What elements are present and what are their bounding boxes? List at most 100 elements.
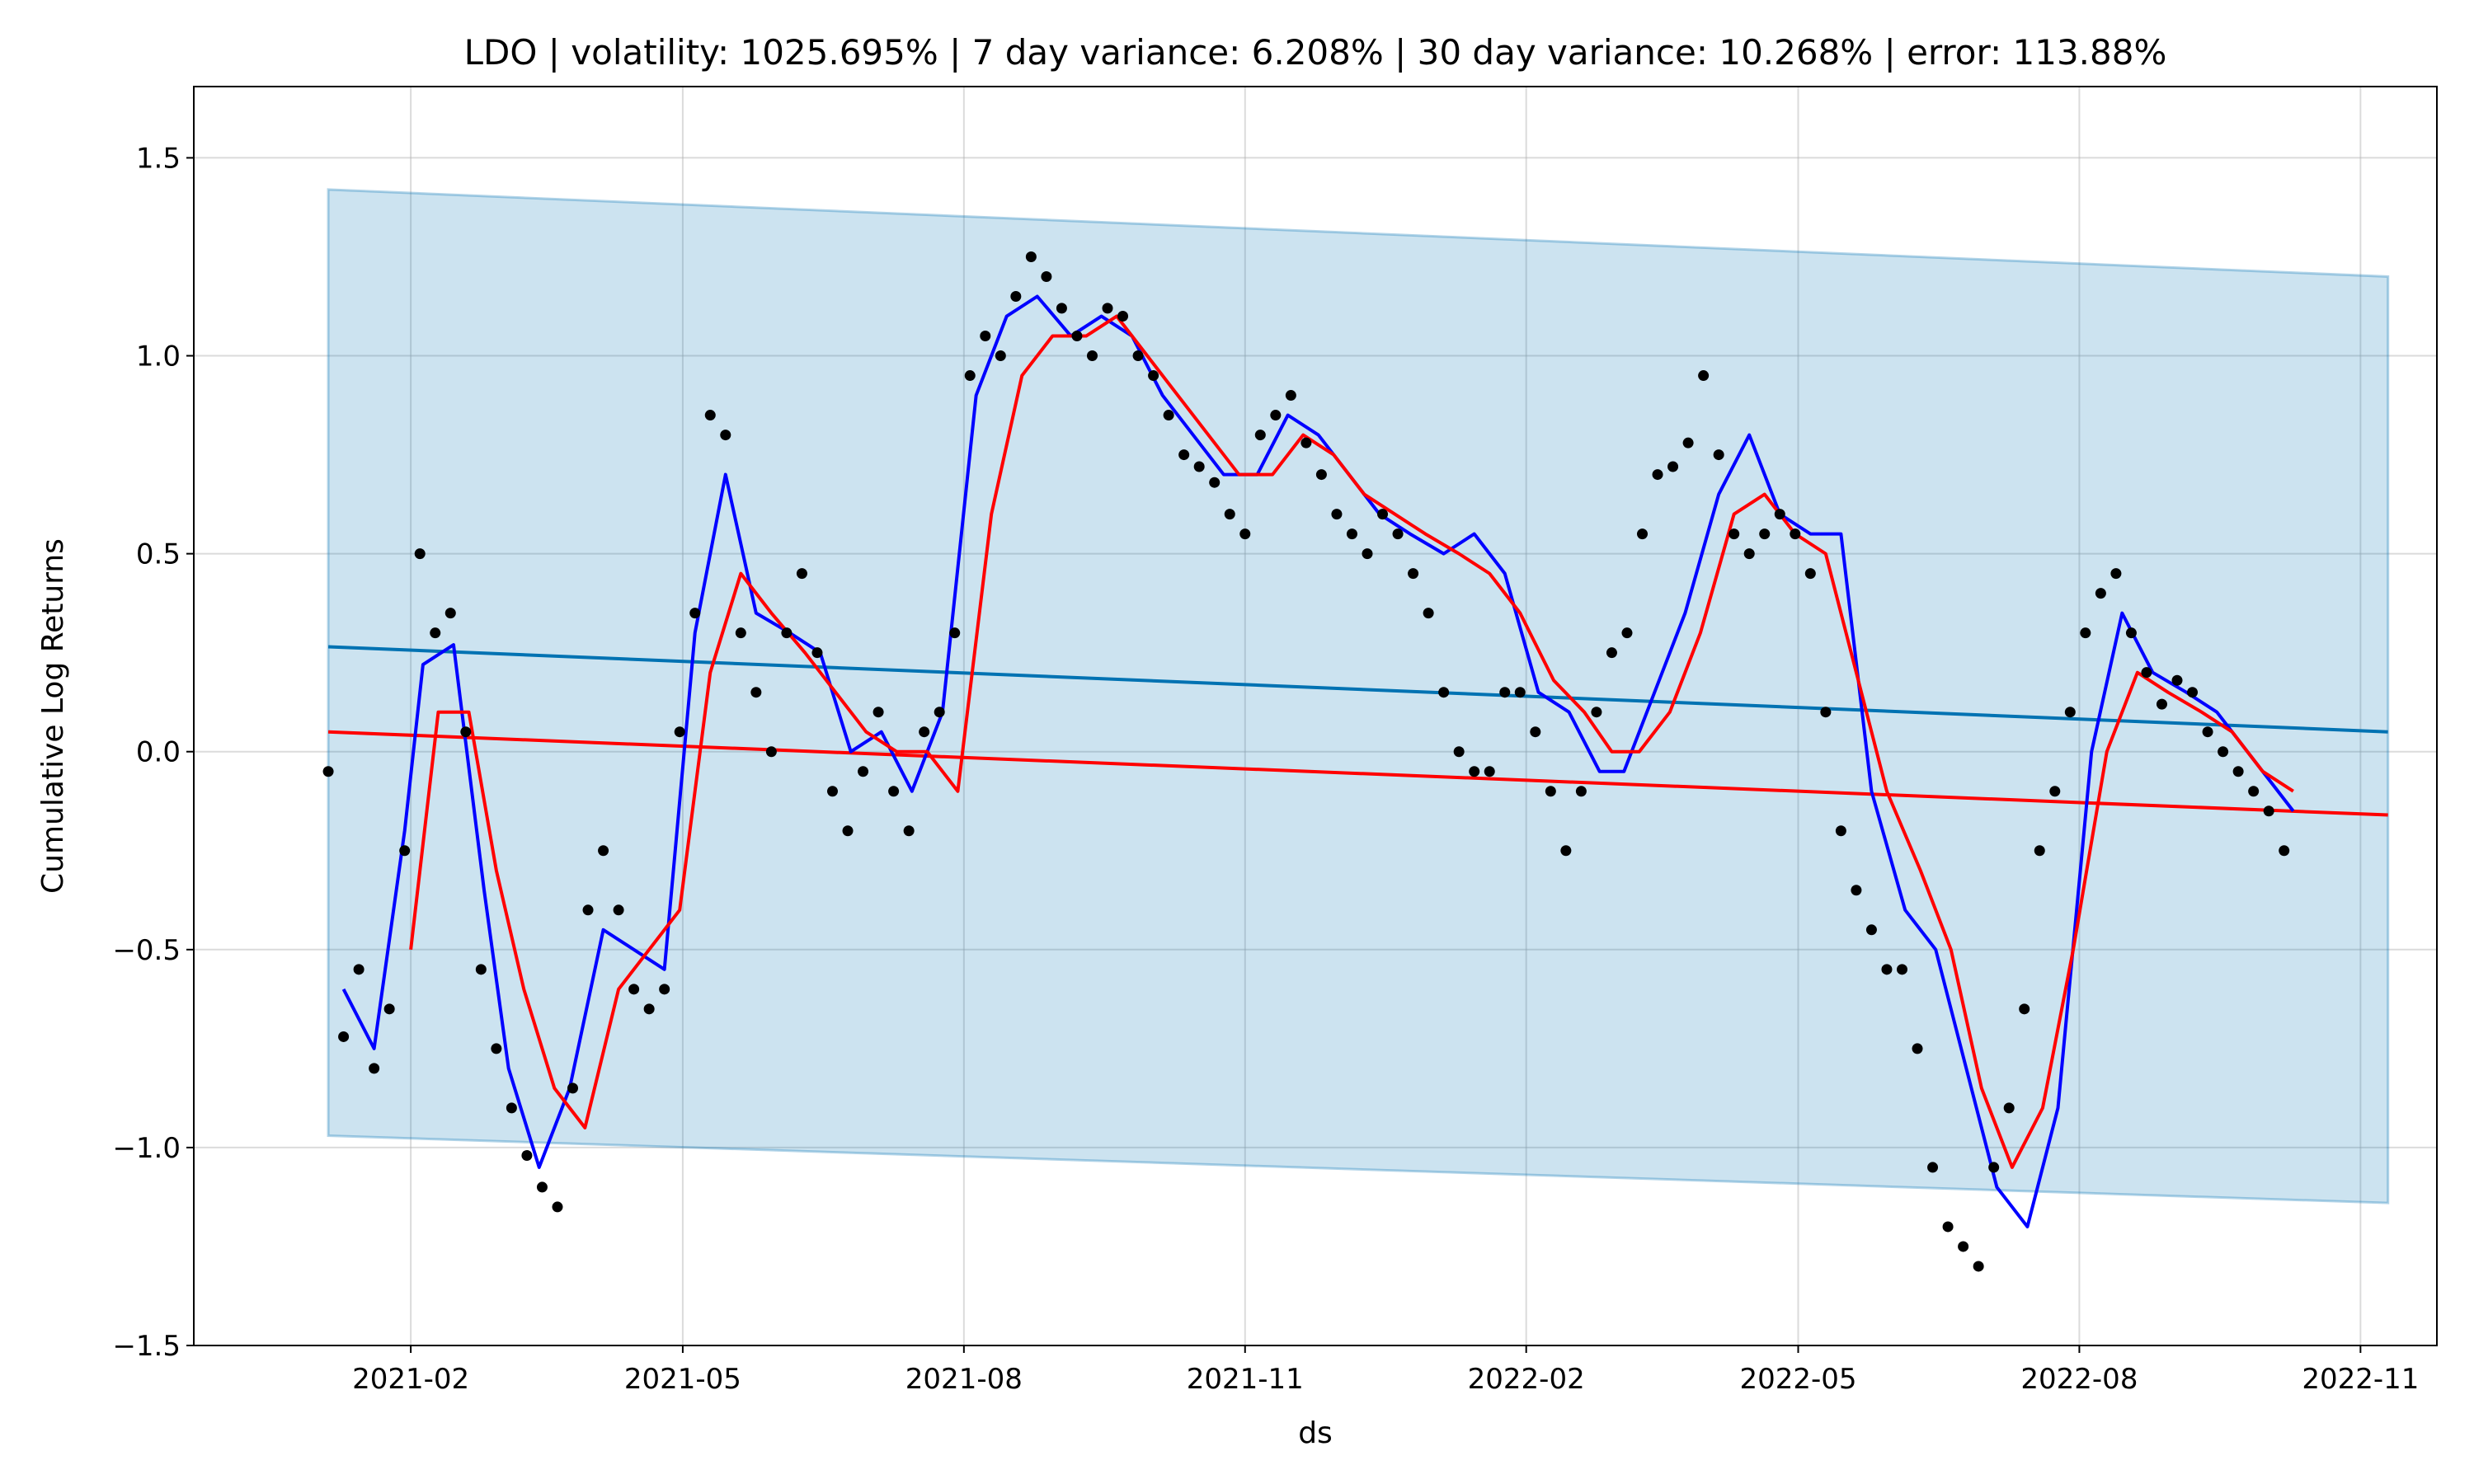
- observed-data-point: [491, 1043, 502, 1054]
- observed-data-point: [1851, 885, 1862, 896]
- observed-data-point: [964, 370, 976, 382]
- x-tick-label: 2021-02: [352, 1363, 469, 1396]
- observed-data-point: [1041, 270, 1052, 282]
- observed-data-point: [720, 430, 731, 441]
- observed-data-point: [1530, 726, 1541, 738]
- series-line-4: [341, 294, 2295, 1228]
- chart-title: LDO | volatility: 1025.695% | 7 day vari…: [464, 32, 2167, 73]
- forecast-band-layer: [327, 188, 2390, 1205]
- x-tick-label: 2022-08: [2020, 1363, 2138, 1396]
- observed-data-point: [2279, 845, 2290, 857]
- observed-data-point: [353, 964, 365, 975]
- observed-data-point: [674, 726, 685, 738]
- observed-data-point: [1835, 825, 1846, 837]
- observed-data-point: [1881, 964, 1893, 975]
- observed-data-point: [903, 825, 915, 837]
- y-tick-label: 1.5: [136, 142, 181, 175]
- observed-data-point: [536, 1181, 548, 1193]
- observed-data-point: [1346, 528, 1357, 540]
- observed-data-point: [1637, 528, 1649, 540]
- observed-data-point: [1713, 449, 1724, 461]
- observed-data-point: [2080, 627, 2091, 639]
- y-axis-label: Cumulative Log Returns: [36, 538, 70, 894]
- observed-data-point: [934, 707, 945, 718]
- observed-data-point: [552, 1201, 563, 1213]
- observed-data-point: [1804, 568, 1816, 580]
- observed-data-point: [1300, 437, 1312, 448]
- observed-data-point: [1469, 766, 1480, 777]
- observed-data-point: [506, 1102, 517, 1114]
- observed-data-point: [1667, 461, 1679, 472]
- observed-data-point: [1545, 786, 1556, 797]
- observed-data-point: [704, 410, 716, 421]
- observed-data-point: [811, 647, 823, 659]
- observed-data-point: [2187, 687, 2199, 698]
- observed-data-point: [949, 627, 961, 639]
- observed-data-point: [414, 548, 426, 560]
- observed-data-point: [369, 1063, 380, 1074]
- observed-data-point: [1652, 469, 1663, 481]
- observed-data-point: [826, 786, 838, 797]
- observed-data-point: [383, 1003, 395, 1015]
- observed-data-point: [1743, 548, 1755, 560]
- observed-data-point: [888, 786, 900, 797]
- observed-data-point: [1438, 687, 1450, 698]
- observed-data-point: [1178, 449, 1190, 461]
- observed-data-point: [1148, 370, 1159, 382]
- forecast-uncertainty-band: [327, 188, 2390, 1205]
- observed-data-point: [765, 746, 777, 758]
- observed-data-point: [1621, 627, 1633, 639]
- y-tick-label: −1.5: [112, 1330, 181, 1363]
- observed-data-point: [1942, 1221, 1954, 1233]
- y-tick-label: 0.0: [136, 736, 181, 769]
- observed-data-point: [919, 726, 930, 738]
- observed-data-point: [521, 1150, 533, 1162]
- observed-data-point: [1774, 509, 1785, 520]
- observed-data-point: [322, 766, 334, 777]
- observed-data-point: [2141, 667, 2152, 679]
- observed-data-point: [460, 726, 472, 738]
- observed-data-point: [643, 1003, 655, 1015]
- line-layer: [327, 294, 2388, 1228]
- plot-frame: [193, 86, 2438, 1346]
- observed-data-point: [1408, 568, 1419, 580]
- observed-data-point: [995, 350, 1006, 362]
- observed-data-point: [2003, 1102, 2015, 1114]
- observed-data-point: [1362, 548, 1373, 560]
- y-axis: −1.5 −1.0 −0.5 0.0 0.5 1.0 1.5: [112, 142, 194, 1363]
- observed-data-point: [2232, 766, 2244, 777]
- observed-data-point: [980, 331, 991, 342]
- observed-data-point: [567, 1082, 579, 1094]
- observed-data-point: [842, 825, 854, 837]
- observed-data-point: [1209, 477, 1221, 488]
- observed-data-point: [750, 687, 762, 698]
- observed-data-point: [1224, 509, 1235, 520]
- x-tick-label: 2022-11: [2302, 1363, 2419, 1396]
- observed-data-point: [1102, 303, 1113, 314]
- observed-data-point: [1392, 528, 1404, 540]
- observed-data-point: [1973, 1261, 1984, 1272]
- observed-data-point: [1086, 350, 1098, 362]
- observed-data-point: [613, 904, 624, 916]
- observed-data-point: [475, 964, 487, 975]
- observed-data-point: [2171, 674, 2183, 686]
- y-tick-label: 0.5: [136, 538, 181, 571]
- observed-data-point: [1606, 647, 1617, 659]
- observed-data-point: [689, 608, 701, 619]
- observed-data-point: [872, 707, 884, 718]
- observed-data-point: [858, 766, 869, 777]
- observed-data-point: [1163, 410, 1174, 421]
- observed-data-point: [2202, 726, 2213, 738]
- y-tick-label: 1.0: [136, 340, 181, 373]
- x-tick-label: 2022-05: [1739, 1363, 1856, 1396]
- observed-data-point: [1912, 1043, 1923, 1054]
- observed-data-point: [659, 984, 670, 995]
- observed-data-point: [781, 627, 793, 639]
- observed-data-point: [430, 627, 441, 639]
- observed-data-point: [2110, 568, 2122, 580]
- observed-data-point: [1499, 687, 1511, 698]
- series-line-5: [409, 314, 2294, 1169]
- observed-data-point: [1988, 1162, 2000, 1173]
- observed-data-point: [1071, 331, 1083, 342]
